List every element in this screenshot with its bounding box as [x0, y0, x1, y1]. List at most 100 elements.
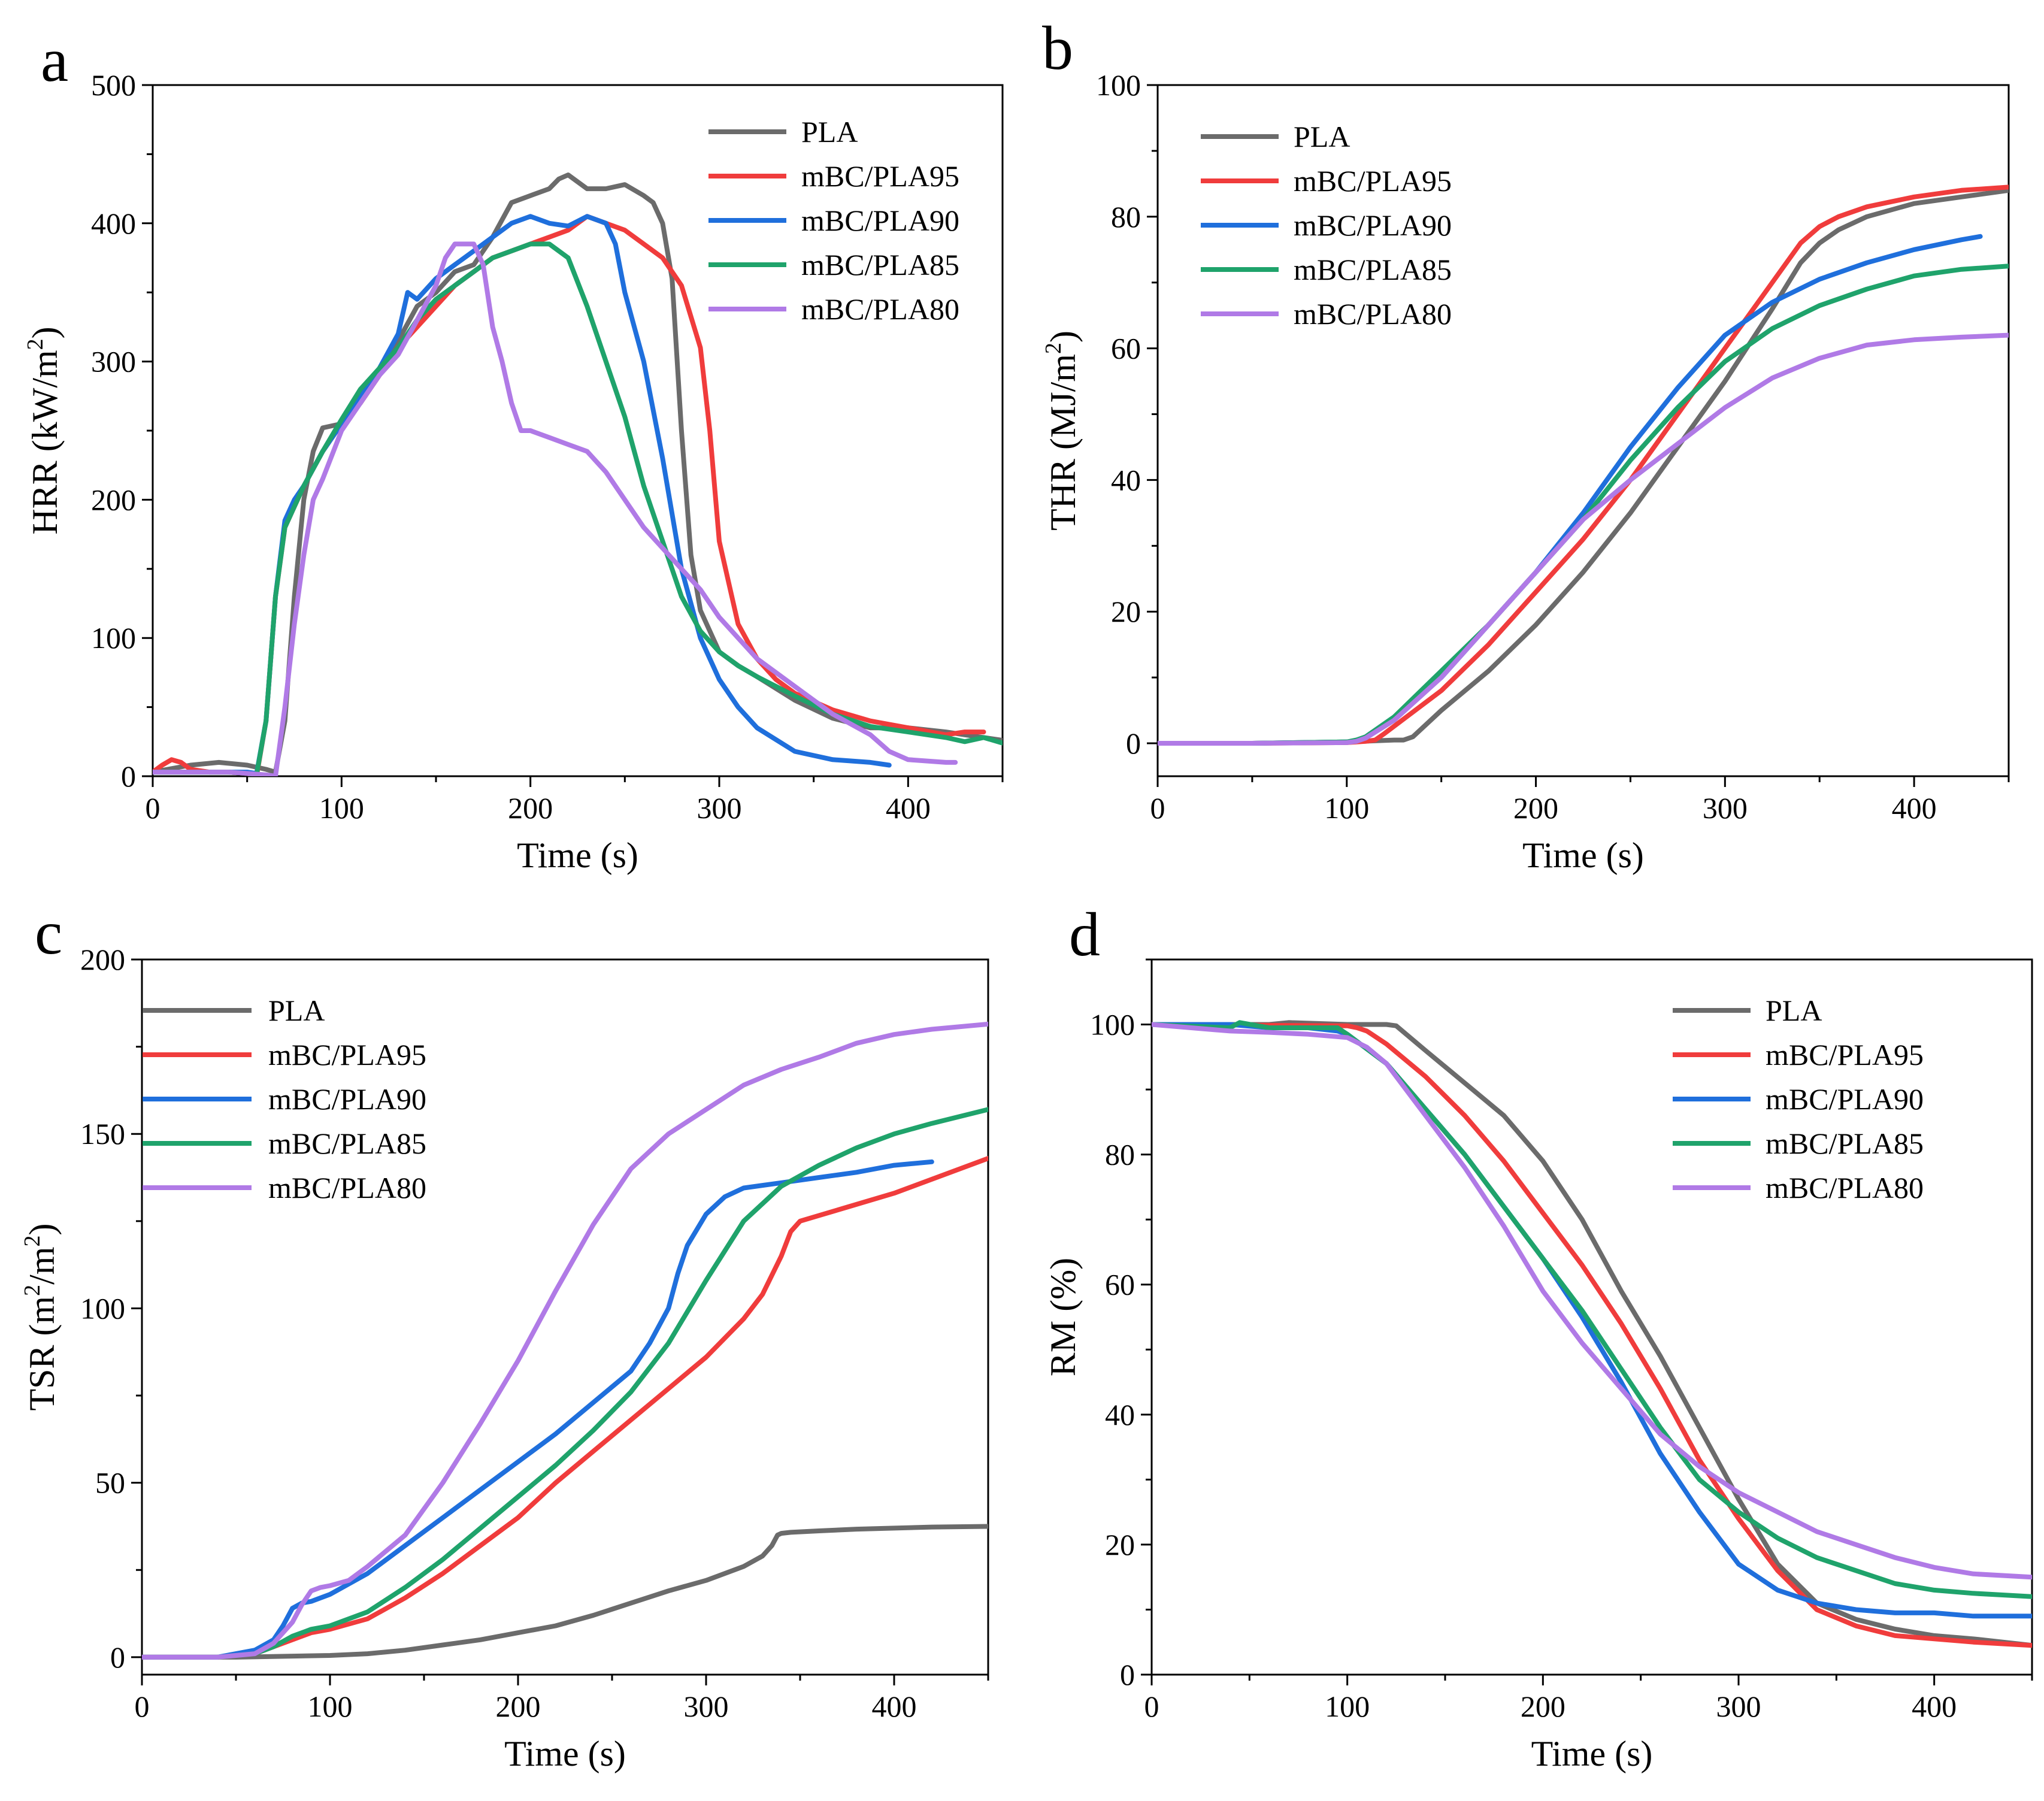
legend: PLA mBC/PLA95 mBC/PLA90 mBC/PLA85 mBC/PLA80 [708, 115, 959, 326]
y-tick-label: 20 [1105, 1528, 1135, 1561]
y-tick-label: 400 [91, 207, 136, 240]
y-tick-label: 40 [1111, 463, 1141, 497]
plot-frame [1150, 958, 2033, 1676]
y-tick-label: 100 [1090, 1008, 1135, 1042]
x-tick-label: 400 [886, 791, 931, 825]
x-tick-label: 400 [1892, 791, 1937, 825]
legend: PLA mBC/PLA95 mBC/PLA90 mBC/PLA85 mBC/PLA80 [1673, 994, 1924, 1204]
series-line-mbc-pla90 [142, 1159, 934, 1660]
series-line-mbc-pla80 [1158, 332, 2009, 746]
legend-label-mbc-pla85: mBC/PLA85 [268, 1127, 426, 1160]
series-line-mbc-pla95 [142, 1156, 988, 1660]
x-tick-label: 0 [1150, 791, 1165, 825]
y-axis-title-main: HRR (kW/m [25, 350, 65, 534]
legend-label-mbc-pla90: mBC/PLA90 [1294, 208, 1452, 242]
legend-label-mbc-pla80: mBC/PLA80 [268, 1171, 426, 1204]
panel-c: c 0 100 200 300 400 0 50 100 150 200 Time (s) TSR (m… [20, 898, 989, 1773]
x-tick-label: 400 [872, 1690, 917, 1723]
x-tick-label: 200 [1513, 791, 1558, 825]
y-tick-label: 20 [1111, 595, 1141, 628]
legend-label-mbc-pla90: mBC/PLA90 [268, 1082, 426, 1116]
y-axis-title: HRR (kW/m2) [23, 326, 65, 534]
y-axis-title-main: TSR (m [22, 1296, 62, 1411]
panel-letter: a [41, 26, 68, 95]
series-line-mbc-pla85 [1158, 264, 2009, 746]
y-tick-label: 0 [110, 1640, 125, 1674]
y-tick-label: 200 [91, 483, 136, 516]
series-line-mbc-pla90 [1158, 234, 1983, 746]
x-axis-title: Time (s) [517, 836, 638, 875]
series-line-mbc-pla85 [153, 241, 1003, 776]
series-group [142, 1021, 988, 1660]
y-tick-label: 100 [80, 1291, 125, 1325]
y-axis-title: THR (MJ/m2) [1041, 331, 1083, 531]
x-axis-title: Time (s) [504, 1734, 626, 1773]
y-axis-title-sup: 2 [1041, 343, 1066, 354]
y-tick-label: 80 [1105, 1138, 1135, 1172]
series-line-pla [142, 1524, 988, 1660]
legend-label-pla: PLA [1294, 120, 1350, 153]
x-tick-label: 100 [319, 791, 364, 825]
x-tick-label: 0 [1144, 1690, 1159, 1723]
y-tick-label: 500 [91, 68, 136, 102]
x-tick-label: 0 [146, 791, 161, 825]
x-tick-label: 0 [135, 1690, 150, 1723]
x-tick-label: 100 [1324, 791, 1369, 825]
plot-frame [1156, 84, 2010, 777]
y-tick-label: 60 [1105, 1268, 1135, 1301]
y-tick-label: 200 [80, 943, 125, 976]
legend-label-mbc-pla85: mBC/PLA85 [1294, 253, 1452, 286]
x-tick-label: 300 [684, 1690, 729, 1723]
legend-label-mbc-pla80: mBC/PLA80 [1294, 297, 1452, 331]
x-tick-label: 300 [1703, 791, 1748, 825]
y-tick-label: 50 [95, 1466, 125, 1500]
x-tick-label: 300 [1716, 1690, 1761, 1723]
x-tick-label: 200 [508, 791, 553, 825]
series-line-mbc-pla85 [1152, 1020, 2032, 1599]
y-tick-label: 0 [1120, 1658, 1135, 1691]
y-axis-title-end: ) [22, 1223, 62, 1235]
y-tick-label: 300 [91, 345, 136, 379]
legend-label-pla: PLA [801, 115, 858, 149]
y-tick-label: 0 [121, 759, 136, 793]
panel-a: a 0 100 200 300 400 0 100 200 300 400 500 Time (s) HR… [23, 26, 1004, 875]
panel-letter: c [35, 898, 62, 967]
y-tick-label: 150 [80, 1117, 125, 1151]
series-line-pla [1152, 1020, 2032, 1648]
y-tick-label: 100 [91, 621, 136, 655]
panel-letter: d [1069, 900, 1100, 969]
x-tick-label: 400 [1912, 1690, 1957, 1723]
legend-label-mbc-pla95: mBC/PLA95 [268, 1038, 426, 1071]
legend-label-mbc-pla90: mBC/PLA90 [801, 204, 959, 237]
y-axis-title-main: THR (MJ/m [1043, 354, 1083, 531]
y-tick-label: 100 [1096, 68, 1141, 102]
y-axis-title-sup: 2 [23, 338, 48, 350]
legend-label-mbc-pla80: mBC/PLA80 [801, 292, 959, 326]
x-tick-label: 100 [1325, 1690, 1370, 1723]
series-line-mbc-pla80 [142, 1021, 988, 1660]
legend-label-mbc-pla85: mBC/PLA85 [801, 248, 959, 281]
x-tick-label: 200 [496, 1690, 541, 1723]
x-tick-label: 100 [308, 1690, 353, 1723]
legend-label-mbc-pla95: mBC/PLA95 [1766, 1038, 1924, 1071]
panel-letter: b [1042, 14, 1073, 83]
legend: PLA mBC/PLA95 mBC/PLA90 mBC/PLA85 mBC/PLA80 [143, 994, 426, 1204]
legend-label-mbc-pla80: mBC/PLA80 [1766, 1171, 1924, 1204]
legend-label-mbc-pla85: mBC/PLA85 [1766, 1127, 1924, 1160]
series-group [1152, 1020, 2032, 1648]
legend-label-mbc-pla95: mBC/PLA95 [801, 159, 959, 193]
x-tick-label: 200 [1521, 1690, 1565, 1723]
legend-label-pla: PLA [268, 994, 325, 1027]
legend-label-mbc-pla95: mBC/PLA95 [1294, 164, 1452, 198]
series-line-pla [1158, 187, 2009, 746]
series-group [153, 172, 1003, 776]
series-line-mbc-pla80 [1152, 1022, 2032, 1580]
legend-label-pla: PLA [1766, 994, 1822, 1027]
x-tick-label: 300 [697, 791, 742, 825]
panel-b: b 0 100 200 300 400 0 20 40 60 80 100 Time (s) THR (M… [1041, 14, 2010, 875]
legend-label-mbc-pla90: mBC/PLA90 [1766, 1082, 1924, 1116]
series-line-mbc-pla80 [153, 241, 958, 776]
y-axis-title: TSR (m2/m2) [20, 1223, 62, 1410]
y-axis-title-end: ) [1043, 331, 1083, 343]
series-group [1158, 184, 2009, 746]
